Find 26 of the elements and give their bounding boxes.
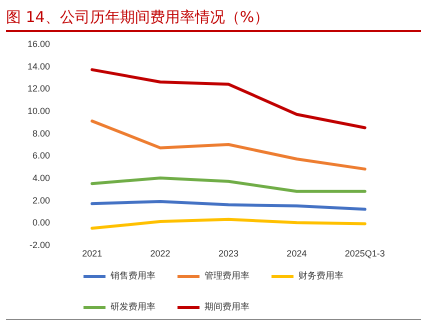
y-tick-label: 8.00: [32, 128, 50, 138]
x-tick-label: 2022: [150, 248, 170, 258]
x-tick-label: 2021: [82, 248, 102, 258]
y-tick-label: 14.00: [27, 61, 50, 72]
legend-label: 销售费用率: [110, 270, 156, 282]
line-series: [90, 200, 366, 211]
x-tick-label: 2025Q1-3: [344, 248, 385, 258]
y-tick-label: 4.00: [32, 173, 50, 183]
line-series: [90, 176, 366, 193]
legend-label: 期间费用率: [204, 302, 250, 312]
y-tick-label: 0.00: [32, 218, 50, 228]
line-series: [90, 68, 366, 130]
line-series: [90, 218, 366, 230]
chart-title: 图 14、公司历年期间费用率情况（%）: [6, 4, 421, 32]
y-tick-label: 6.00: [32, 150, 50, 161]
legend-label: 财务费用率: [298, 270, 344, 282]
y-tick-label: 10.00: [27, 106, 50, 116]
line-series: [90, 120, 366, 171]
y-tick-label: 12.00: [27, 84, 50, 94]
x-tick-label: 2023: [218, 248, 239, 258]
y-tick-label: -2.00: [29, 240, 50, 250]
x-tick-label: 2024: [286, 248, 307, 258]
y-tick-label: 2.00: [32, 195, 50, 206]
y-tick-label: 16.00: [27, 39, 50, 49]
legend-label: 研发费用率: [110, 302, 156, 312]
legend-label: 管理费用率: [204, 270, 250, 282]
